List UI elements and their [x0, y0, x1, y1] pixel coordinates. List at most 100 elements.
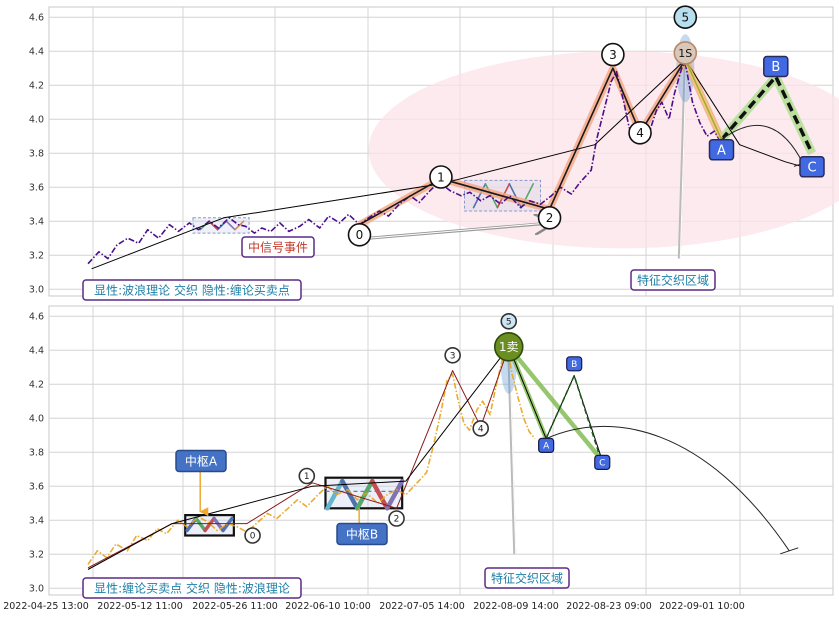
top-wave-label-1-marker [429, 165, 453, 189]
bottom-pivot-zigzag-b-segment [340, 478, 360, 511]
bottom-y-tick-label: 3.6 [29, 482, 44, 493]
bottom-wave-label-5: 5 [506, 318, 512, 328]
bottom-arc-cap [780, 547, 799, 555]
bottom-y-tick-label: 3.4 [29, 516, 44, 527]
bottom-x-tick-label: 2022-05-12 11:00 [97, 601, 183, 612]
bottom-zone-stem-core [509, 350, 517, 555]
bottom-panel: 3.0 3.2 3.4 3.6 3.8 4.0 4.2 4.4 4.6 2022-04-25 13… [3, 305, 834, 612]
top-y-tick-label: 4.6 [29, 13, 44, 24]
top-wave-label-2-marker [537, 206, 562, 230]
top-y-tick-label: 4.0 [29, 115, 44, 126]
bottom-wave-label-5-marker [500, 312, 518, 330]
bottom-panel-caption: 显性:缠论买卖点 交织 隐性:波浪理论 [94, 580, 290, 595]
bottom-wave-label-2: 2 [394, 515, 400, 525]
bottom-x-tick-label: 2022-07-05 14:00 [379, 601, 465, 612]
bottom-x-tick-label: 2022-04-25 13:00 [3, 601, 89, 612]
bottom-zone-label: 特征交织区域 [491, 570, 563, 585]
top-abc-label-c-box [799, 156, 825, 178]
bottom-wave-label-3: 3 [450, 352, 456, 362]
bottom-wave-label-3-marker [444, 346, 461, 364]
bottom-x-tick-label: 2022-05-26 11:00 [192, 601, 278, 612]
bottom-series-line-0 [87, 345, 536, 565]
top-abc-label-a: A [717, 143, 726, 158]
bottom-wave-label-2-marker [388, 510, 405, 527]
bottom-wave-label-0-marker [244, 527, 261, 544]
top-signal-arrow-core [368, 222, 550, 239]
bottom-zone-stem [507, 350, 517, 555]
bottom-sell-point: 1卖 [499, 340, 519, 354]
top-highlight-ellipse [368, 51, 839, 249]
bottom-abc-label-a: A [543, 442, 550, 452]
bottom-abc-label-b-box [566, 356, 583, 372]
bottom-plot-area [48, 305, 834, 596]
bottom-wave-label-4: 4 [478, 425, 484, 435]
bottom-wave-label-1-marker [298, 467, 316, 485]
bottom-projection-line [545, 374, 604, 465]
top-wave-label-4: 4 [636, 126, 644, 140]
bottom-y-tick-label: 4.6 [29, 312, 44, 323]
bottom-x-tick-label: 2022-08-23 09:00 [566, 601, 652, 612]
bottom-y-tick-label: 4.0 [29, 414, 44, 425]
top-signal-event-label: 中信号事件 [248, 239, 308, 254]
top-panel-caption: 显性:波浪理论 交织 隐性:缠论买卖点 [94, 282, 290, 297]
top-y-tick-label: 3.2 [29, 251, 44, 262]
top-abc-label-a-box [708, 139, 735, 161]
top-y-tick-label: 3.6 [29, 183, 44, 194]
bottom-abc-label-a-box [538, 437, 555, 453]
top-abc-label-b: B [771, 60, 780, 75]
top-abc-label-c: C [807, 160, 816, 175]
bottom-abc-label-c-box [594, 454, 611, 470]
bottom-y-tick-label: 4.2 [29, 380, 44, 391]
bottom-wave-label-1: 1 [304, 472, 310, 482]
bottom-y-tick-label: 3.8 [29, 448, 44, 459]
bottom-arc [545, 425, 790, 552]
top-wave-label-2: 2 [546, 211, 554, 225]
top-wave-label-3-marker [601, 42, 625, 67]
top-panel-caption-box [82, 279, 302, 301]
bottom-pivot-zigzag-b-segment [384, 478, 405, 511]
top-wave-label-3: 3 [609, 48, 617, 62]
top-wave-label-1s-marker [673, 41, 698, 65]
top-y-tick-label: 4.4 [29, 47, 44, 58]
top-wave-label-1s: 1S [678, 47, 692, 60]
bottom-pivot-zigzag-b-segment [325, 478, 345, 511]
bottom-series-line-1 [87, 346, 510, 569]
bottom-pivot-zigzag-b-segment [369, 478, 390, 511]
bottom-x-tick-label: 2022-06-10 10:00 [285, 601, 371, 612]
bottom-wave-label-4-marker [472, 420, 490, 437]
top-zone-stem [677, 59, 687, 259]
top-panel: 3.0 3.2 3.4 3.6 3.8 4.0 4.2 4.4 4.6 0 1 2 3 4 5 1S A B C 中信… [29, 5, 839, 301]
bottom-panel-caption-box [82, 577, 302, 599]
bottom-abc-label-b: B [571, 360, 577, 370]
top-wave-label-4-marker [628, 121, 652, 145]
bottom-pivot-a-label: 中枢A [185, 453, 218, 468]
top-wave-label-5-marker [673, 5, 698, 30]
top-pivot-zigzag-a-segment [225, 220, 236, 231]
bottom-x-tick-label: 2022-08-09 14:00 [473, 601, 559, 612]
bottom-abc-label-c: C [599, 459, 605, 469]
bottom-green-halo-b [507, 345, 604, 463]
bottom-pivot-zigzag-a-segment [194, 516, 207, 533]
bottom-x-tick-label: 2022-09-01 10:00 [659, 601, 745, 612]
top-y-tick-label: 3.4 [29, 217, 44, 228]
top-wave-label-0-marker [347, 223, 372, 247]
bottom-pivot-a-label-box [175, 449, 227, 473]
bottom-sell-point-marker [493, 331, 524, 362]
top-wave-label-5: 5 [681, 11, 689, 25]
top-zone-label-box [630, 269, 716, 291]
top-wave-label-0: 0 [356, 228, 364, 242]
top-y-tick-label: 3.0 [29, 285, 44, 296]
bottom-pivot-b-label: 中枢B [346, 526, 378, 541]
bottom-zone-label-box [484, 567, 570, 589]
top-zone-stem-core [679, 59, 687, 259]
top-signal-event-label-box [241, 236, 315, 258]
top-y-tick-label: 4.2 [29, 81, 44, 92]
top-arc [721, 124, 804, 164]
bottom-y-tick-label: 4.4 [29, 346, 44, 357]
top-series-line-1 [91, 59, 804, 270]
top-yellow-stroke [683, 58, 724, 141]
top-pivot-zigzag-a-segment [234, 220, 245, 231]
bottom-pivot-zigzag-a-segment [203, 516, 216, 533]
